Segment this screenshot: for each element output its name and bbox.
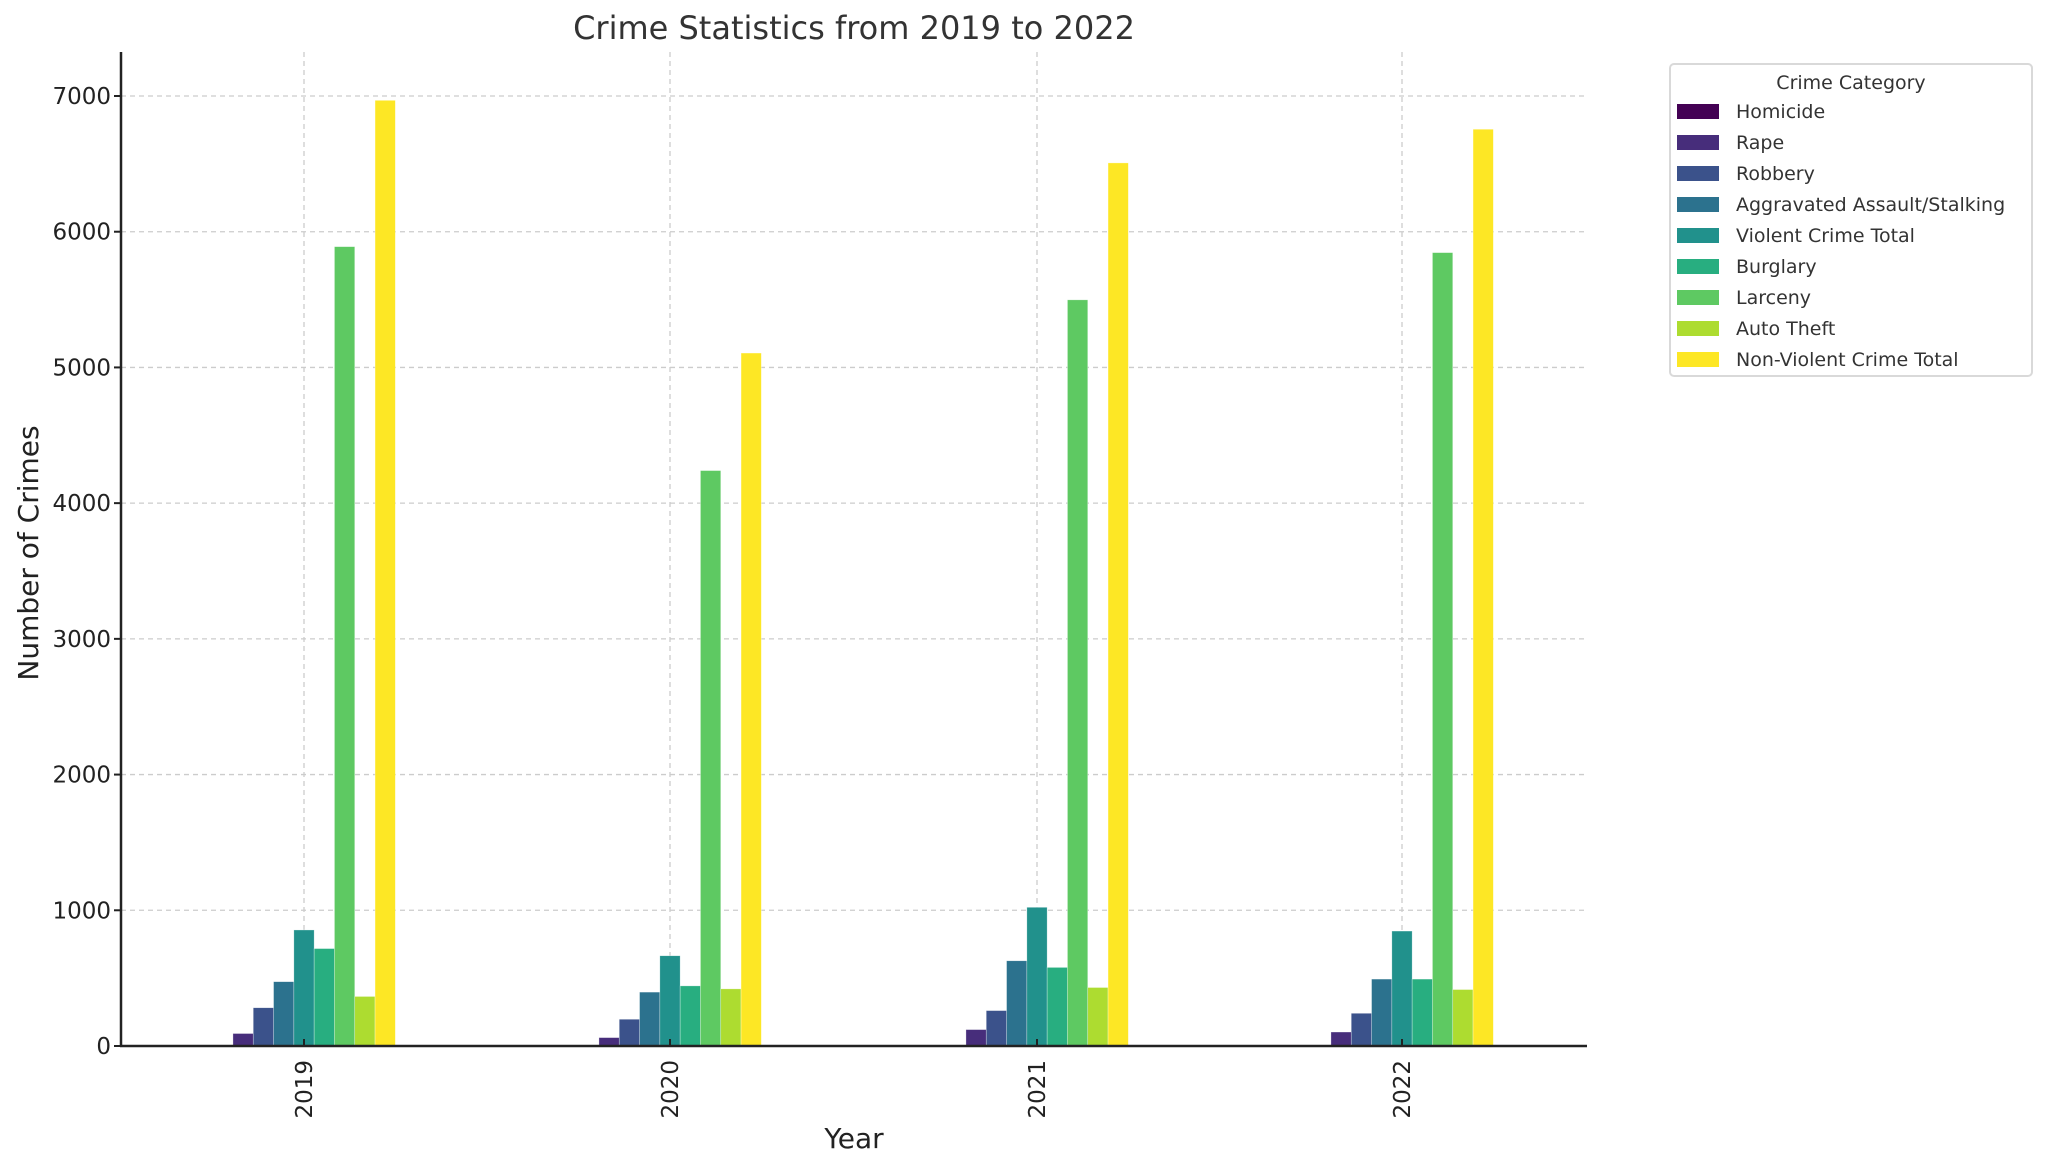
bar-violent-crime-total-2022 [1391, 930, 1413, 1047]
legend-item: Violent Crime Total [1671, 220, 2031, 251]
bar-larceny-2022 [1432, 252, 1454, 1047]
legend-title: Crime Category [1776, 72, 1926, 94]
legend-item: Larceny [1671, 282, 2031, 313]
x-tick-label: 2020 [658, 1060, 684, 1119]
legend-label: Robbery [1736, 162, 1815, 185]
legend-swatch [1677, 321, 1719, 336]
bar-robbery-2019 [252, 1007, 274, 1047]
bar-auto-theft-2021 [1087, 987, 1109, 1047]
x-tick-label: 2021 [1025, 1060, 1051, 1119]
y-tick-label: 6000 [52, 220, 111, 246]
axes [119, 52, 1587, 1048]
legend-swatch [1677, 135, 1719, 150]
legend-item: Rape [1671, 127, 2031, 158]
bar-burglary-2019 [313, 948, 335, 1047]
bar-violent-crime-total-2020 [659, 955, 681, 1047]
legend-items: Homicide Rape Robbery Aggravated Assault/St… [1671, 96, 2031, 375]
legend-label: Homicide [1736, 100, 1826, 123]
y-tick-label: 2000 [52, 763, 111, 789]
bar-non-violent-crime-total-2021 [1107, 162, 1129, 1047]
legend-swatch [1677, 228, 1719, 243]
legend-swatch [1677, 259, 1719, 274]
bar-rape-2022 [1330, 1031, 1352, 1047]
bar-robbery-2021 [985, 1010, 1007, 1047]
legend-label: Rape [1736, 131, 1785, 154]
bar-robbery-2020 [618, 1018, 640, 1047]
bar-aggravated-assault-stalking-2021 [1006, 960, 1028, 1047]
legend-swatch [1677, 290, 1719, 305]
legend-label: Auto Theft [1736, 317, 1836, 340]
legend-item: Aggravated Assault/Stalking [1671, 189, 2031, 220]
legend-label: Aggravated Assault/Stalking [1736, 193, 2006, 216]
legend-swatch [1677, 166, 1719, 181]
y-axis-label: Number of Crimes [12, 425, 45, 680]
bar-burglary-2021 [1046, 967, 1068, 1047]
legend-label: Non-Violent Crime Total [1736, 348, 1959, 371]
legend-item: Non-Violent Crime Total [1671, 344, 2031, 375]
bar-larceny-2020 [700, 470, 722, 1047]
y-tick-label: 0 [96, 1034, 111, 1060]
y-tick-label: 5000 [52, 355, 111, 381]
legend-swatch [1677, 352, 1719, 367]
bar-violent-crime-total-2021 [1026, 906, 1048, 1047]
y-tick-label: 4000 [52, 491, 111, 517]
bar-rape-2021 [965, 1029, 987, 1047]
bar-violent-crime-total-2019 [293, 929, 315, 1047]
bar-auto-theft-2022 [1452, 989, 1474, 1047]
x-tick-label: 2019 [292, 1060, 318, 1119]
x-axis-label: Year [823, 1122, 884, 1155]
bar-aggravated-assault-stalking-2019 [273, 981, 295, 1047]
bar-aggravated-assault-stalking-2020 [639, 991, 661, 1047]
legend-item: Auto Theft [1671, 313, 2031, 344]
legend-swatch [1677, 197, 1719, 212]
bars [212, 100, 1494, 1047]
y-ticks: 0 1000 2000 3000 4000 5000 6000 7000 [52, 84, 121, 1060]
bar-burglary-2020 [679, 985, 701, 1047]
bar-larceny-2021 [1067, 299, 1089, 1047]
bar-rape-2019 [232, 1033, 254, 1047]
bar-burglary-2022 [1411, 978, 1433, 1047]
legend-item: Burglary [1671, 251, 2031, 282]
y-tick-label: 1000 [52, 898, 111, 924]
bar-non-violent-crime-total-2020 [740, 352, 762, 1047]
y-tick-label: 7000 [52, 84, 111, 110]
grid-lines [121, 52, 1587, 1046]
bar-non-violent-crime-total-2019 [374, 100, 396, 1047]
chart-title: Crime Statistics from 2019 to 2022 [573, 9, 1135, 47]
legend-label: Burglary [1736, 255, 1817, 278]
bar-aggravated-assault-stalking-2022 [1371, 978, 1393, 1047]
legend-label: Violent Crime Total [1736, 224, 1915, 247]
y-tick-label: 3000 [52, 627, 111, 653]
legend-swatch [1677, 104, 1719, 119]
bar-auto-theft-2019 [354, 996, 376, 1047]
legend-item: Robbery [1671, 158, 2031, 189]
legend-label: Larceny [1736, 286, 1812, 309]
bar-auto-theft-2020 [720, 988, 742, 1047]
legend-item: Homicide [1671, 96, 2031, 127]
bar-larceny-2019 [334, 246, 356, 1047]
bar-robbery-2022 [1350, 1012, 1372, 1047]
bar-non-violent-crime-total-2022 [1472, 128, 1494, 1047]
x-ticks: 2019 2020 2021 2022 [292, 1039, 1416, 1119]
x-tick-label: 2022 [1390, 1060, 1416, 1119]
bar-rape-2020 [598, 1037, 620, 1047]
legend: Crime Category Homicide Rape Robbery Aggrav… [1669, 63, 2033, 377]
